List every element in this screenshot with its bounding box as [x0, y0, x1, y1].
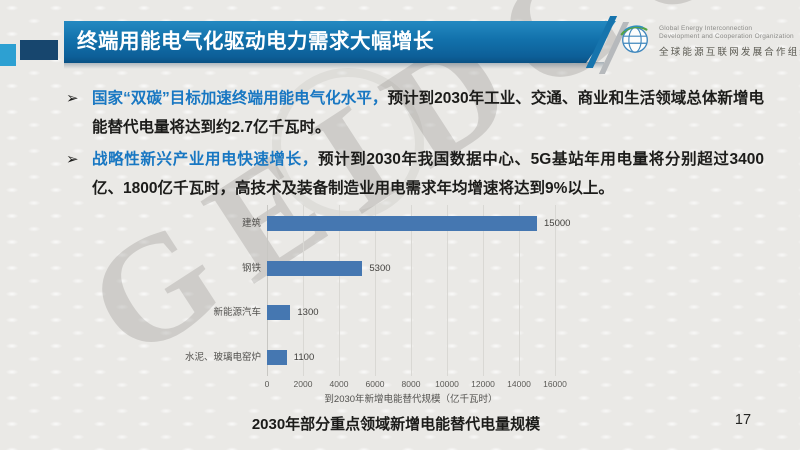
org-logo: Global Energy Interconnection Developmen…: [618, 22, 800, 58]
x-tick-label: 8000: [401, 379, 421, 389]
gridline: [339, 205, 340, 376]
gridline: [483, 205, 484, 376]
chart-caption: 2030年部分重点领域新增电能替代电量规模: [251, 416, 541, 433]
x-tick-label: 4000: [329, 379, 349, 389]
bullet-1-lead: 国家“双碳”目标加速终端用能电气化水平，: [92, 90, 388, 107]
gridline: [447, 205, 448, 376]
gridline: [555, 205, 556, 376]
title-bar-shadow: [64, 62, 604, 69]
bar-4: [267, 350, 287, 365]
bullet-item-1: ➢ 国家“双碳”目标加速终端用能电气化水平，预计到2030年工业、交通、商业和生…: [66, 84, 764, 142]
gridline: [519, 205, 520, 376]
bullet-arrow-icon: ➢: [66, 90, 79, 107]
org-name-en-line2: Development and Cooperation Organization: [659, 33, 794, 40]
value-label: 1100: [293, 352, 315, 363]
org-name-block: Global Energy Interconnection Developmen…: [659, 22, 800, 58]
gridline: [411, 205, 412, 376]
x-tick-label: 12000: [471, 379, 495, 389]
x-tick-label: 0: [264, 379, 270, 389]
bar-1: [267, 216, 537, 231]
bar-3: [267, 305, 291, 320]
category-label: 新能源汽车: [213, 307, 261, 318]
gridline: [303, 205, 304, 376]
page-number: 17: [734, 412, 752, 428]
deco-square-lightblue: [0, 44, 16, 66]
bullet-2-body: 预计到2030年我国数据中心、5G基站年用电量将分别超过3400亿、1800亿千…: [92, 151, 764, 197]
bar-2: [267, 261, 363, 276]
value-label: 5300: [369, 263, 391, 274]
bullet-arrow-icon: ➢: [66, 151, 79, 168]
x-tick-label: 16000: [543, 379, 567, 389]
x-tick-label: 2000: [293, 379, 313, 389]
gridline: [267, 205, 268, 376]
gridline: [375, 205, 376, 376]
org-name-zh: 全球能源互联网发展合作组织: [659, 47, 800, 58]
value-label: 1300: [297, 307, 319, 318]
org-name-en-line1: Global Energy Interconnection: [659, 25, 753, 32]
x-tick-label: 10000: [435, 379, 459, 389]
slide-title: 终端用能电气化驱动电力需求大幅增长: [77, 30, 434, 53]
value-label: 15000: [544, 218, 571, 229]
title-bar: 终端用能电气化驱动电力需求大幅增长: [64, 21, 616, 63]
bullet-1-body: 预计到2030年工业、交通、商业和生活领域总体新增电能替代电量将达到约2.7亿千…: [92, 90, 764, 136]
x-tick-label: 14000: [507, 379, 531, 389]
x-axis-title: 到2030年新增电能替代规模（亿千瓦时）: [324, 394, 498, 405]
bullet-2-lead: 战略性新兴产业用电快速增长，: [92, 151, 318, 168]
bullet-item-2: ➢ 战略性新兴产业用电快速增长，预计到2030年我国数据中心、5G基站年用电量将…: [66, 145, 764, 203]
deco-square-navy: [20, 40, 58, 60]
x-tick-label: 6000: [365, 379, 385, 389]
category-label: 水泥、玻璃电窑炉: [185, 352, 262, 363]
category-label: 建筑: [241, 218, 261, 229]
globe-icon: [618, 22, 652, 56]
bar-chart: 到2030年新增电能替代规模（亿千瓦时） 0 2000 4000 6000 8000 10…: [185, 203, 605, 405]
category-label: 钢铁: [241, 263, 261, 274]
